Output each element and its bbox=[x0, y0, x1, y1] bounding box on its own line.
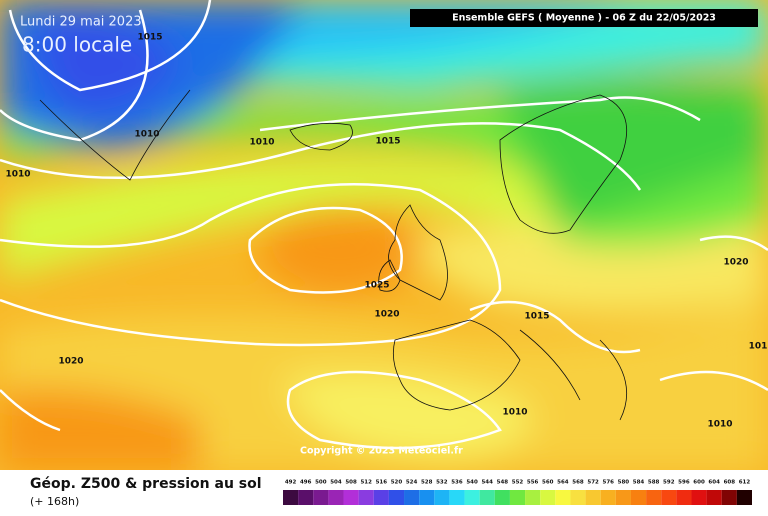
legend-swatch bbox=[706, 490, 722, 505]
legend-label: 508 bbox=[345, 480, 357, 486]
legend-label: 596 bbox=[678, 480, 690, 486]
legend-label: 528 bbox=[421, 480, 433, 486]
legend-swatch bbox=[373, 490, 389, 505]
legend-label: 564 bbox=[557, 480, 569, 486]
header: Ensemble GEFS ( Moyenne ) - 06 Z du 22/0… bbox=[452, 13, 716, 24]
legend-swatch bbox=[736, 490, 752, 505]
legend-swatch bbox=[570, 490, 586, 505]
legend-label: 492 bbox=[285, 480, 297, 486]
legend-label: 496 bbox=[300, 480, 312, 486]
legend-swatch bbox=[691, 490, 707, 505]
legend-label: 512 bbox=[360, 480, 372, 486]
legend-label: 584 bbox=[633, 480, 645, 486]
legend-swatch bbox=[358, 490, 374, 505]
isobar-label: 1015 bbox=[137, 33, 162, 43]
time: 8:00 locale bbox=[22, 33, 132, 57]
legend-label: 500 bbox=[315, 480, 327, 486]
legend-label: 504 bbox=[330, 480, 342, 486]
legend-swatch bbox=[388, 490, 405, 505]
isobar-label: 1010 bbox=[707, 420, 732, 430]
legend-swatch bbox=[585, 490, 601, 505]
footer-subtitle: (+ 168h) bbox=[30, 495, 79, 508]
legend-swatch bbox=[464, 490, 480, 505]
legend-swatch bbox=[404, 490, 420, 505]
isobar-label: 1010 bbox=[5, 170, 30, 180]
isobar-label: 1010 bbox=[249, 138, 274, 148]
legend-swatch bbox=[540, 490, 556, 505]
isobar-label: 1015 bbox=[524, 312, 549, 322]
legend-swatch bbox=[600, 490, 616, 505]
legend-label: 544 bbox=[481, 480, 493, 486]
coastlines bbox=[39, 89, 627, 421]
legend-swatch bbox=[479, 490, 495, 505]
field bbox=[0, 0, 768, 470]
legend-swatch bbox=[283, 490, 299, 505]
legend-swatch bbox=[298, 490, 314, 505]
legend-swatch bbox=[419, 490, 435, 505]
legend-swatch bbox=[630, 490, 647, 505]
legend-label: 608 bbox=[724, 480, 736, 486]
isobar-label: 101 bbox=[749, 342, 768, 352]
isobar-label: 1010 bbox=[502, 408, 527, 418]
isobar-label: 1020 bbox=[374, 310, 399, 320]
legend-swatch bbox=[721, 490, 737, 505]
legend-label: 524 bbox=[406, 480, 418, 486]
legend-label: 532 bbox=[436, 480, 448, 486]
legend-swatch bbox=[494, 490, 510, 505]
legend-swatch bbox=[313, 490, 329, 505]
legend-label: 576 bbox=[603, 480, 615, 486]
legend-swatch bbox=[328, 490, 344, 505]
legend-swatch bbox=[449, 490, 465, 505]
legend-swatch bbox=[509, 490, 526, 505]
legend-swatch bbox=[676, 490, 692, 505]
legend-label: 552 bbox=[512, 480, 524, 486]
legend-label: 516 bbox=[376, 480, 388, 486]
legend-label: 540 bbox=[466, 480, 478, 486]
legend-swatch bbox=[434, 490, 450, 505]
legend-label: 604 bbox=[708, 480, 720, 486]
isobar-label: 1020 bbox=[723, 258, 748, 268]
legend-swatch bbox=[525, 490, 541, 505]
legend-label: 572 bbox=[587, 480, 599, 486]
legend-swatch bbox=[615, 490, 631, 505]
date: Lundi 29 mai 2023 bbox=[20, 15, 142, 30]
legend-swatch bbox=[555, 490, 571, 505]
isobar-label: 1015 bbox=[375, 137, 400, 147]
legend-swatch bbox=[343, 490, 359, 505]
legend-label: 588 bbox=[648, 480, 660, 486]
legend-swatch bbox=[661, 490, 677, 505]
legend-label: 592 bbox=[663, 480, 675, 486]
legend-label: 600 bbox=[693, 480, 705, 486]
isobar-label: 1020 bbox=[58, 357, 83, 367]
header-box bbox=[410, 9, 758, 27]
copyright: Copyright © 2023 Meteociel.fr bbox=[300, 446, 463, 457]
legend-swatch bbox=[646, 490, 662, 505]
isobars bbox=[0, 0, 768, 450]
legend-label: 548 bbox=[497, 480, 509, 486]
legend-label: 560 bbox=[542, 480, 554, 486]
footer-title: Géop. Z500 & pression au sol bbox=[30, 476, 262, 492]
legend-label: 612 bbox=[739, 480, 751, 486]
legend-label: 520 bbox=[391, 480, 403, 486]
isobar-label: 1025 bbox=[364, 281, 389, 291]
legend-label: 556 bbox=[527, 480, 539, 486]
isobar-label: 1010 bbox=[134, 130, 159, 140]
legend-label: 536 bbox=[451, 480, 463, 486]
legend-label: 580 bbox=[618, 480, 630, 486]
legend-label: 568 bbox=[572, 480, 584, 486]
